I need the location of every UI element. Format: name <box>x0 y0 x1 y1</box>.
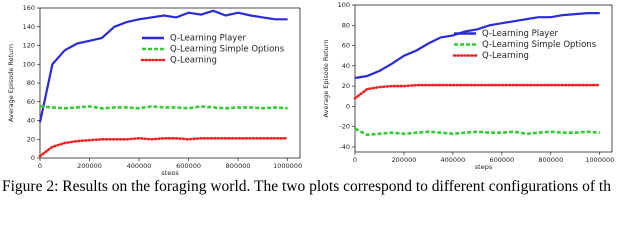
x-tick-label: 1000000 <box>585 156 614 164</box>
x-tick-label: 800000 <box>538 156 563 164</box>
x-tick-label: 1000000 <box>273 162 302 170</box>
legend-label: Q-Learning <box>482 51 529 61</box>
series-line <box>354 127 600 137</box>
series-line <box>354 12 600 80</box>
legend-label: Q-Learning Simple Options <box>482 40 597 50</box>
y-tick-label: 40 <box>342 62 350 70</box>
y-tick-label: 0 <box>346 102 350 110</box>
x-tick-label: 400000 <box>440 156 465 164</box>
y-tick-label: 80 <box>27 79 35 87</box>
y-tick-label: 160 <box>23 4 35 12</box>
y-axis-label: Average Episode Return <box>322 40 330 118</box>
y-tick-label: -20 <box>339 123 350 131</box>
x-tick-label: 400000 <box>127 162 152 170</box>
y-tick-label: 60 <box>342 42 350 50</box>
figure: 0 20 40 60 80 100 120 140 160 0 200000 400000 600000… <box>7 1 614 175</box>
y-tick-label: 20 <box>342 82 350 90</box>
y-tick-label: 60 <box>27 98 35 106</box>
series-line <box>353 83 602 100</box>
x-tick-label: 600000 <box>176 162 201 170</box>
y-tick-label: 0 <box>31 154 35 162</box>
y-tick-label: 100 <box>23 60 35 68</box>
y-tick-label: 120 <box>23 42 35 50</box>
y-tick-label: 40 <box>27 117 35 125</box>
legend-label: Q-Learning Player <box>170 34 247 44</box>
plot-frame <box>354 4 613 153</box>
x-axis-label: steps <box>161 169 179 175</box>
series-line <box>38 9 288 123</box>
plot-frame <box>39 7 301 159</box>
legend-label: Q-Learning Player <box>482 29 559 39</box>
y-axis-label: Average Episode Return <box>7 44 15 122</box>
legend-label: Q-Learning <box>170 56 217 66</box>
y-tick-label: 20 <box>27 135 35 143</box>
y-tick-label: 100 <box>338 1 350 9</box>
x-tick-label: 800000 <box>226 162 251 170</box>
x-axis-label: steps <box>475 163 493 171</box>
series-line <box>38 136 289 158</box>
x-tick-label: 0 <box>38 162 42 170</box>
x-tick-label: 0 <box>353 156 357 164</box>
x-tick-label: 200000 <box>392 156 417 164</box>
y-tick-label: 140 <box>23 23 35 31</box>
y-tick-label: -40 <box>339 143 350 151</box>
legend-label: Q-Learning Simple Options <box>170 45 285 55</box>
x-tick-label: 600000 <box>489 156 514 164</box>
y-tick-label: 80 <box>342 21 350 29</box>
series-line <box>39 105 288 110</box>
caption: Figure 2: Results on the foraging world.… <box>2 178 611 195</box>
page: 0 20 40 60 80 100 120 140 160 0 200000 400000 600000… <box>2 1 615 195</box>
x-tick-label: 200000 <box>77 162 102 170</box>
